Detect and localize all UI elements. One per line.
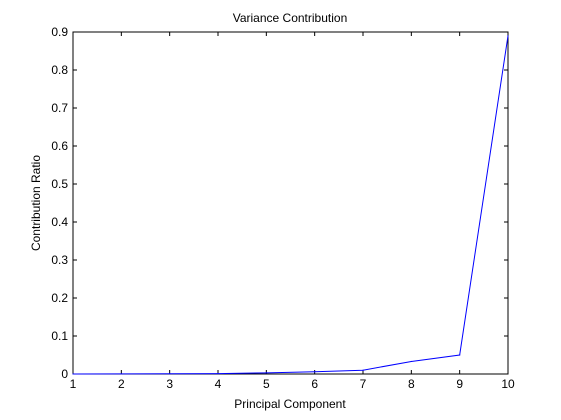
data-point xyxy=(410,360,412,363)
data-point xyxy=(169,373,171,375)
data-point xyxy=(362,369,364,371)
x-tick-label: 3 xyxy=(166,377,173,391)
y-tick-label: 0.4 xyxy=(51,215,68,229)
series-layer xyxy=(72,35,509,375)
x-tick-labels: 1 2 3 4 5 6 7 8 9 10 xyxy=(70,377,515,391)
data-point xyxy=(217,373,219,375)
y-tick-label: 0.3 xyxy=(51,253,68,267)
x-tick-label: 9 xyxy=(456,377,463,391)
y-tick-labels: 0 0.1 0.2 0.3 0.4 0.5 0.6 0.7 0.8 0.9 xyxy=(51,25,68,381)
x-tick-label: 10 xyxy=(501,377,515,391)
x-axis-label: Principal Component xyxy=(234,397,346,411)
chart-title: Variance Contribution xyxy=(233,11,348,25)
x-tick-label: 1 xyxy=(70,377,77,391)
data-point xyxy=(314,371,316,373)
data-point xyxy=(265,372,267,374)
y-axis-label: Contribution Ratio xyxy=(29,155,43,251)
data-point xyxy=(507,35,509,37)
data-point xyxy=(120,373,122,375)
y-tick-label: 0 xyxy=(61,367,68,381)
x-tick-label: 7 xyxy=(360,377,367,391)
y-tick-label: 0.9 xyxy=(51,25,68,39)
x-tick-label: 2 xyxy=(118,377,125,391)
y-tick-label: 0.6 xyxy=(51,139,68,153)
data-point xyxy=(72,373,74,375)
x-tick-label: 4 xyxy=(215,377,222,391)
x-tick-label: 5 xyxy=(263,377,270,391)
axis-ticks xyxy=(72,31,509,375)
x-tick-label: 8 xyxy=(408,377,415,391)
plot-area xyxy=(72,31,509,375)
y-tick-label: 0.7 xyxy=(51,101,68,115)
y-tick-label: 0.5 xyxy=(51,177,68,191)
y-tick-label: 0.1 xyxy=(51,329,68,343)
x-tick-label: 6 xyxy=(311,377,318,391)
data-point xyxy=(459,354,461,356)
series-line xyxy=(72,35,509,375)
y-tick-label: 0.2 xyxy=(51,291,68,305)
y-tick-label: 0.8 xyxy=(51,63,68,77)
